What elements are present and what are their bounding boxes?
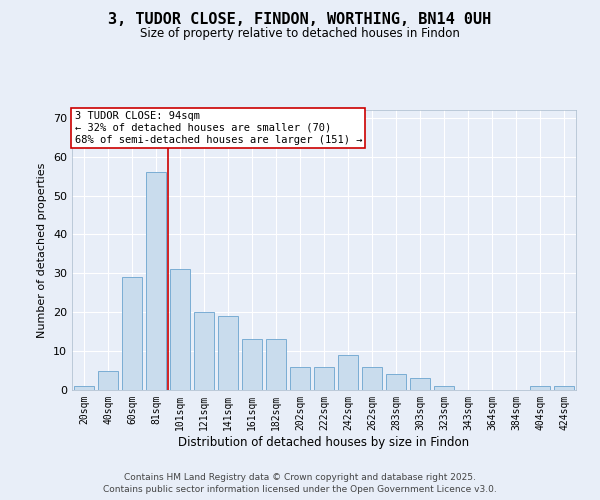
Bar: [170, 270, 190, 390]
Bar: [266, 340, 286, 390]
Bar: [122, 277, 142, 390]
Text: Contains public sector information licensed under the Open Government Licence v3: Contains public sector information licen…: [103, 485, 497, 494]
Bar: [242, 340, 262, 390]
Bar: [530, 386, 550, 390]
Bar: [314, 366, 334, 390]
Text: Contains HM Land Registry data © Crown copyright and database right 2025.: Contains HM Land Registry data © Crown c…: [124, 474, 476, 482]
Bar: [434, 386, 454, 390]
Bar: [194, 312, 214, 390]
Bar: [386, 374, 406, 390]
Bar: [74, 386, 94, 390]
Text: 3 TUDOR CLOSE: 94sqm
← 32% of detached houses are smaller (70)
68% of semi-detac: 3 TUDOR CLOSE: 94sqm ← 32% of detached h…: [74, 112, 362, 144]
Bar: [410, 378, 430, 390]
Bar: [98, 370, 118, 390]
Text: 3, TUDOR CLOSE, FINDON, WORTHING, BN14 0UH: 3, TUDOR CLOSE, FINDON, WORTHING, BN14 0…: [109, 12, 491, 28]
X-axis label: Distribution of detached houses by size in Findon: Distribution of detached houses by size …: [178, 436, 470, 448]
Y-axis label: Number of detached properties: Number of detached properties: [37, 162, 47, 338]
Bar: [218, 316, 238, 390]
Bar: [338, 355, 358, 390]
Bar: [146, 172, 166, 390]
Bar: [362, 366, 382, 390]
Bar: [554, 386, 574, 390]
Text: Size of property relative to detached houses in Findon: Size of property relative to detached ho…: [140, 28, 460, 40]
Bar: [290, 366, 310, 390]
